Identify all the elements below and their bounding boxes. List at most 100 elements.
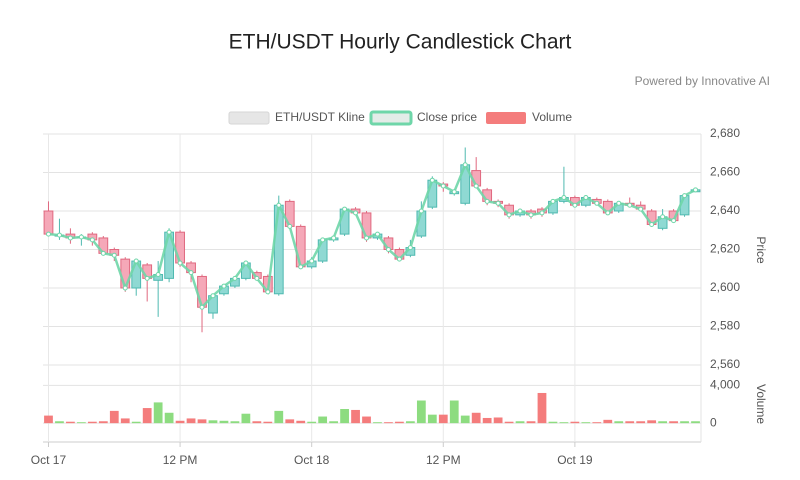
x-tick-label: 12 PM xyxy=(163,453,198,467)
volume-bar xyxy=(153,402,163,424)
volume-bar xyxy=(625,421,635,424)
close-point xyxy=(528,212,534,218)
y2-tick-label: 4,000 xyxy=(710,378,740,392)
y-tick-label: 2,680 xyxy=(710,126,740,140)
close-point xyxy=(671,218,677,224)
volume-bar xyxy=(142,408,152,424)
volume-bar xyxy=(274,410,284,424)
volume-bar xyxy=(537,392,547,424)
volume-bar xyxy=(285,419,295,424)
close-point xyxy=(155,272,161,278)
chart-title: ETH/USDT Hourly Candlestick Chart xyxy=(229,31,572,54)
volume-bar xyxy=(669,421,678,424)
volume-bar xyxy=(219,420,229,424)
close-point xyxy=(122,285,128,291)
volume-bar xyxy=(548,421,558,424)
close-point xyxy=(484,198,490,204)
volume-bar xyxy=(241,413,251,424)
candle-body xyxy=(273,204,284,295)
volume-bar xyxy=(307,421,317,424)
volume-bar xyxy=(208,420,218,424)
volume-bar xyxy=(66,421,75,424)
legend-swatch xyxy=(486,112,526,124)
legend-swatch xyxy=(228,111,270,125)
close-point xyxy=(133,258,139,264)
x-tick-label: Oct 18 xyxy=(294,453,330,467)
close-point xyxy=(166,229,172,235)
volume-bar xyxy=(658,421,668,424)
close-point xyxy=(298,264,304,270)
close-line xyxy=(48,161,697,310)
volume-bar xyxy=(109,410,119,424)
legend-label: Volume xyxy=(532,110,572,124)
volume-bar xyxy=(384,422,393,424)
close-point xyxy=(462,162,468,168)
volume-bar xyxy=(87,421,97,424)
close-point xyxy=(407,245,413,251)
volume-bar xyxy=(592,422,602,424)
close-point xyxy=(682,193,688,199)
y2-tick-label: 0 xyxy=(710,415,717,429)
volume-bar xyxy=(263,421,273,424)
volume-bar xyxy=(55,421,64,424)
volume-bar xyxy=(559,422,569,424)
close-point xyxy=(276,202,282,208)
y-tick-label: 2,580 xyxy=(710,319,740,333)
volume-bar xyxy=(460,415,470,424)
close-point xyxy=(331,235,337,241)
close-point xyxy=(309,258,315,264)
volume-bar xyxy=(186,418,196,424)
candle-body xyxy=(339,208,350,235)
y-tick-label: 2,600 xyxy=(710,280,740,294)
close-point xyxy=(396,256,402,262)
close-point xyxy=(660,214,666,220)
volume-bar xyxy=(427,414,437,424)
close-point xyxy=(100,250,106,256)
close-point xyxy=(550,198,556,204)
close-point xyxy=(67,235,73,241)
close-point xyxy=(144,275,150,281)
candle-body xyxy=(317,239,328,262)
close-point xyxy=(572,202,578,208)
close-point xyxy=(473,183,479,189)
candle-body xyxy=(295,225,306,268)
volume-bar xyxy=(120,418,130,424)
volume-bar xyxy=(329,421,339,424)
volume-bar xyxy=(76,422,86,424)
close-point xyxy=(374,231,380,237)
candle-body xyxy=(43,210,54,235)
volume-bar xyxy=(362,416,371,424)
close-point xyxy=(111,252,117,258)
volume-bar xyxy=(449,400,459,424)
volume-bar xyxy=(351,409,360,424)
volume-bar xyxy=(471,412,481,424)
close-point xyxy=(243,260,249,266)
volume-bar xyxy=(482,417,492,424)
volume-bar xyxy=(230,421,240,424)
close-point xyxy=(605,210,611,216)
close-point xyxy=(232,275,238,281)
close-point xyxy=(385,247,391,252)
close-point xyxy=(495,200,501,206)
volume-bar xyxy=(581,422,591,424)
close-point xyxy=(451,189,457,195)
close-point xyxy=(539,210,545,216)
volume-bar xyxy=(438,414,448,424)
volume-bar xyxy=(98,421,108,424)
volume-bar xyxy=(252,421,262,424)
legend-label: ETH/USDT Kline xyxy=(275,110,365,124)
close-point xyxy=(287,223,293,229)
close-point xyxy=(429,177,435,183)
candle-body xyxy=(175,231,185,264)
volume-bar xyxy=(526,421,536,424)
x-tick-label: Oct 19 xyxy=(557,453,593,467)
volume-bar xyxy=(175,420,185,424)
volume-bar xyxy=(691,421,700,424)
close-point xyxy=(638,206,644,212)
y-tick-label: 2,640 xyxy=(710,203,740,217)
close-point xyxy=(583,195,589,201)
volume-bar xyxy=(603,419,613,424)
close-point xyxy=(89,237,95,243)
volume-bar xyxy=(373,422,382,424)
